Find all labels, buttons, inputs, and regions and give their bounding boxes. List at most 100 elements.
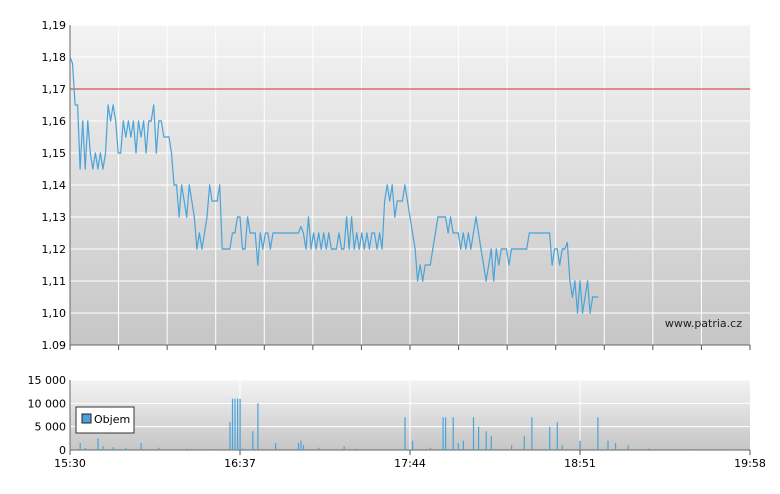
- volume-bar: [239, 398, 241, 450]
- volume-bar: [490, 436, 492, 450]
- volume-bar: [79, 443, 81, 450]
- volume-bar: [445, 417, 447, 450]
- volume-bar: [356, 448, 358, 450]
- price-line-segment: [579, 280, 584, 314]
- volume-bar: [472, 417, 475, 450]
- price-line-segment: [559, 248, 563, 266]
- price-line-segment: [127, 120, 132, 138]
- price-line-segment: [589, 296, 594, 314]
- price-line-segment: [508, 248, 513, 266]
- volume-bar: [429, 447, 431, 450]
- price-line-segment: [467, 232, 472, 250]
- price-line-segment: [576, 280, 581, 314]
- price-y-tick-label: 1,14: [42, 179, 67, 192]
- price-line-segment: [462, 232, 467, 250]
- price-line-segment: [394, 200, 398, 218]
- volume-bar: [300, 440, 302, 450]
- price-y-tick-label: 1.09: [42, 339, 67, 352]
- price-line-segment: [556, 248, 561, 266]
- price-line-segment: [480, 248, 485, 266]
- price-line-segment: [548, 232, 553, 266]
- volume-bar: [318, 447, 320, 450]
- price-line-segment: [581, 296, 586, 314]
- price-line-segment: [353, 232, 358, 250]
- volume-bar: [531, 417, 533, 450]
- volume-y-tick-label: 5 000: [35, 421, 67, 434]
- volume-bar: [452, 417, 454, 450]
- volume-bar: [404, 417, 406, 450]
- price-line-segment: [566, 242, 571, 282]
- price-line-segment: [176, 184, 180, 218]
- price-line-segment: [574, 280, 579, 314]
- price-line-segment: [97, 152, 102, 170]
- price-line-segment: [485, 264, 490, 282]
- price-line-segment: [71, 62, 76, 106]
- price-line-segment: [356, 232, 360, 250]
- volume-bar: [523, 436, 525, 450]
- price-line-segment: [125, 120, 129, 138]
- legend-label: Objem: [94, 413, 130, 426]
- price-line-segment: [526, 232, 530, 250]
- price-line-segment: [219, 184, 223, 250]
- price-y-tick-label: 1,10: [42, 307, 67, 320]
- price-line-segment: [401, 184, 406, 202]
- volume-bar: [442, 417, 444, 450]
- volume-bar: [648, 448, 650, 450]
- volume-bar: [234, 398, 236, 450]
- price-line-segment: [376, 232, 381, 250]
- price-line-segment: [338, 232, 343, 250]
- price-line-segment: [551, 248, 556, 266]
- volume-bar: [229, 422, 231, 450]
- price-line-segment: [409, 216, 414, 234]
- price-line-segment: [135, 120, 140, 154]
- price-line-segment: [381, 200, 386, 250]
- volume-bar: [237, 398, 239, 450]
- price-line-segment: [79, 120, 84, 170]
- volume-series: [69, 398, 749, 450]
- price-line-segment: [343, 216, 348, 250]
- price-line-segment: [320, 232, 325, 250]
- price-line-segment: [465, 232, 469, 250]
- volume-bar: [478, 426, 480, 450]
- price-line-segment: [160, 120, 165, 138]
- volume-bar: [412, 440, 414, 450]
- volume-bar: [485, 431, 487, 450]
- price-line-segment: [259, 232, 264, 250]
- volume-bar: [561, 445, 563, 450]
- price-line-segment: [247, 216, 251, 234]
- price-line-segment: [475, 216, 480, 234]
- price-line-segment: [361, 232, 365, 250]
- price-y-tick-label: 1,18: [42, 51, 67, 64]
- price-line-segment: [69, 56, 74, 65]
- x-tick-label: 16:37: [224, 457, 256, 470]
- price-line-segment: [267, 232, 271, 250]
- volume-bar: [607, 440, 609, 450]
- price-y-tick-label: 1,15: [42, 147, 67, 160]
- price-line-segment: [389, 184, 393, 202]
- price-line-segment: [191, 200, 195, 218]
- price-line-segment: [168, 136, 173, 154]
- price-line-segment: [132, 120, 137, 154]
- price-y-axis: 1,19 1,18 1,17 1,16 1,15 1,14 1,13 1,12 1,11 1,10…: [42, 19, 67, 352]
- price-line-segment: [234, 216, 239, 234]
- price-line-segment: [477, 232, 482, 250]
- price-line-segment: [419, 264, 424, 282]
- watermark: www.patria.cz: [665, 317, 742, 330]
- price-line-segment: [137, 120, 142, 138]
- price-line-segment: [325, 232, 330, 250]
- price-y-tick-label: 1,13: [42, 211, 67, 224]
- price-line-segment: [269, 232, 274, 250]
- price-y-tick-label: 1,16: [42, 115, 67, 128]
- price-line-segment: [107, 104, 112, 122]
- volume-bar: [457, 443, 459, 450]
- price-line-segment: [229, 232, 233, 250]
- price-panel: 1,19 1,18 1,17 1,16 1,15 1,14 1,13 1,12 1,11 1,10…: [42, 19, 751, 352]
- volume-bar: [511, 445, 513, 450]
- price-line-segment: [429, 248, 434, 266]
- price-line-segment: [358, 232, 363, 250]
- x-tick-label: 19:58: [734, 457, 766, 470]
- price-line-segment: [109, 104, 114, 122]
- price-line-segment: [498, 248, 502, 266]
- price-line-segment: [406, 200, 411, 218]
